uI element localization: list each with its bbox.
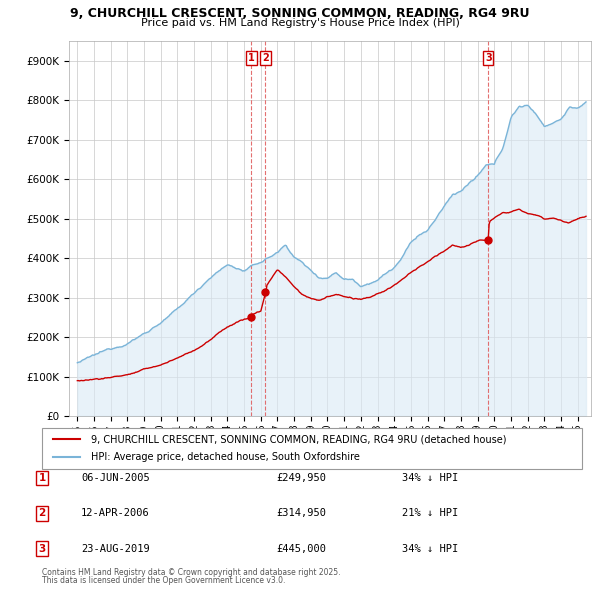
Text: 2: 2 — [38, 509, 46, 518]
Text: 06-JUN-2005: 06-JUN-2005 — [81, 473, 150, 483]
Text: 1: 1 — [38, 473, 46, 483]
Text: 9, CHURCHILL CRESCENT, SONNING COMMON, READING, RG4 9RU (detached house): 9, CHURCHILL CRESCENT, SONNING COMMON, R… — [91, 434, 506, 444]
Text: Price paid vs. HM Land Registry's House Price Index (HPI): Price paid vs. HM Land Registry's House … — [140, 18, 460, 28]
Text: Contains HM Land Registry data © Crown copyright and database right 2025.: Contains HM Land Registry data © Crown c… — [42, 568, 341, 577]
Text: 23-AUG-2019: 23-AUG-2019 — [81, 544, 150, 553]
Text: 21% ↓ HPI: 21% ↓ HPI — [402, 509, 458, 518]
Text: 3: 3 — [38, 544, 46, 553]
Text: 2: 2 — [262, 53, 269, 63]
Text: HPI: Average price, detached house, South Oxfordshire: HPI: Average price, detached house, Sout… — [91, 453, 359, 463]
Text: 34% ↓ HPI: 34% ↓ HPI — [402, 544, 458, 553]
Text: £249,950: £249,950 — [276, 473, 326, 483]
Text: 34% ↓ HPI: 34% ↓ HPI — [402, 473, 458, 483]
Text: 12-APR-2006: 12-APR-2006 — [81, 509, 150, 518]
Text: 9, CHURCHILL CRESCENT, SONNING COMMON, READING, RG4 9RU: 9, CHURCHILL CRESCENT, SONNING COMMON, R… — [70, 7, 530, 20]
Text: This data is licensed under the Open Government Licence v3.0.: This data is licensed under the Open Gov… — [42, 576, 286, 585]
Text: 1: 1 — [248, 53, 255, 63]
Text: 3: 3 — [485, 53, 491, 63]
Text: £314,950: £314,950 — [276, 509, 326, 518]
Text: £445,000: £445,000 — [276, 544, 326, 553]
